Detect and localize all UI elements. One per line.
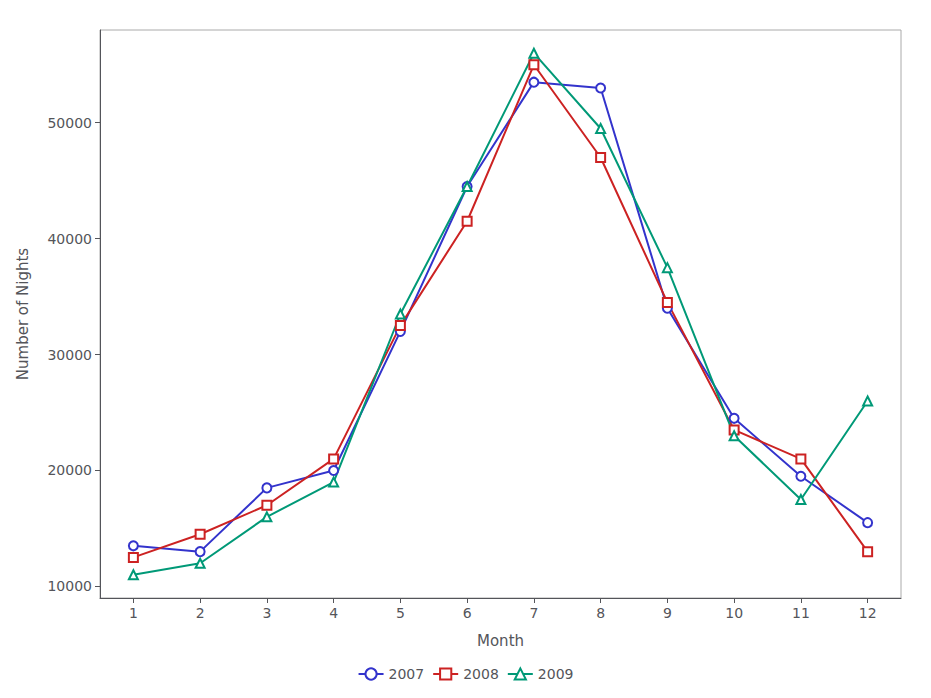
svg-text:11: 11 xyxy=(792,605,810,621)
svg-text:8: 8 xyxy=(596,605,605,621)
svg-text:50000: 50000 xyxy=(47,115,92,131)
svg-text:5: 5 xyxy=(396,605,405,621)
svg-text:Month: Month xyxy=(477,632,524,650)
svg-text:30000: 30000 xyxy=(47,347,92,363)
svg-text:10: 10 xyxy=(725,605,743,621)
svg-text:40000: 40000 xyxy=(47,231,92,247)
svg-text:7: 7 xyxy=(529,605,538,621)
svg-text:12: 12 xyxy=(859,605,877,621)
svg-text:3: 3 xyxy=(262,605,271,621)
svg-text:4: 4 xyxy=(329,605,338,621)
svg-text:6: 6 xyxy=(463,605,472,621)
svg-text:2009: 2009 xyxy=(538,666,574,682)
svg-text:2: 2 xyxy=(196,605,205,621)
svg-text:Number of Nights: Number of Nights xyxy=(14,248,32,381)
svg-text:2008: 2008 xyxy=(463,666,499,682)
svg-text:2007: 2007 xyxy=(389,666,425,682)
svg-text:20000: 20000 xyxy=(47,462,92,478)
svg-text:10000: 10000 xyxy=(47,578,92,594)
svg-text:1: 1 xyxy=(129,605,138,621)
svg-text:9: 9 xyxy=(663,605,672,621)
